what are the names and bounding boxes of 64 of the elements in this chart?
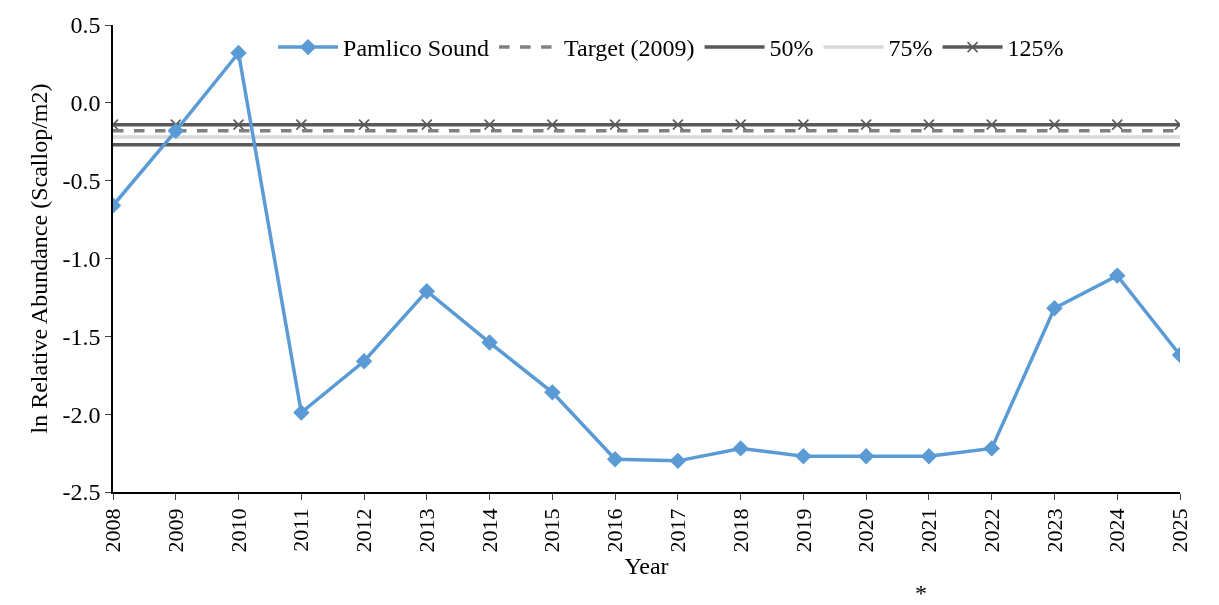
point (860, 118, 872, 131)
y-tick-label: -1.5 (62, 323, 101, 350)
point (358, 118, 370, 131)
x-tick-label: 2017 (665, 508, 691, 553)
point (356, 353, 372, 370)
point (483, 118, 496, 131)
y-axis-title: ln Relative Abundance (Scallop/m2) (26, 83, 53, 434)
y-tick-label: -2.5 (62, 479, 101, 506)
point (672, 118, 684, 131)
x-tick-label: 2018 (727, 508, 753, 553)
legend-label: 125% (1007, 35, 1064, 62)
point (983, 440, 1000, 457)
point (607, 451, 624, 468)
point (232, 118, 245, 131)
x-tick-label: 2016 (602, 508, 628, 553)
text: * (915, 580, 927, 605)
point (923, 118, 935, 131)
point (669, 452, 686, 469)
point (609, 118, 621, 131)
point (544, 384, 561, 401)
y-tick-label: 0.0 (70, 90, 101, 117)
legend-label: 75% (888, 35, 933, 62)
point (1048, 118, 1061, 131)
x-tick-label: 2009 (162, 508, 188, 553)
x-tick-label: 2023 (1041, 508, 1067, 553)
point (921, 448, 937, 465)
x-tick-label: 2020 (853, 508, 879, 553)
point (732, 440, 749, 457)
legend-label: 50% (769, 35, 814, 62)
point (1111, 118, 1123, 131)
point (481, 334, 498, 351)
x-tick-label: 2012 (351, 508, 377, 553)
x-tick-label: 2008 (100, 508, 126, 553)
x-tick-label: 2015 (539, 508, 565, 553)
point (795, 448, 812, 465)
x-tick-label: 2021 (916, 508, 942, 553)
x-tick-label: 2022 (978, 508, 1004, 553)
point (418, 283, 435, 300)
x-tick-label: 2025 (1167, 508, 1193, 553)
x-tick-label: 2010 (225, 508, 251, 553)
point (421, 118, 433, 131)
x-tick-label: 2013 (413, 508, 439, 553)
legend-label: Pamlico Sound (343, 35, 490, 62)
legend-label: Target (2009) (564, 35, 695, 62)
point (230, 45, 247, 61)
x-tick-label: 2011 (288, 508, 314, 552)
point (985, 118, 998, 131)
y-tick-label: 0.5 (70, 12, 101, 39)
point (295, 118, 308, 131)
y-tick-label: -1.0 (62, 245, 101, 272)
y-tick-label: -0.5 (62, 168, 101, 195)
x-axis-title: Year (624, 552, 669, 579)
point (1046, 300, 1063, 317)
point (858, 448, 875, 465)
point (1109, 267, 1126, 284)
point (546, 118, 559, 131)
x-tick-label: 2014 (476, 508, 502, 553)
x-tick-label: 2024 (1104, 508, 1130, 553)
point (734, 118, 747, 131)
point (167, 122, 184, 139)
x-tick-label: 2019 (790, 508, 816, 553)
point (797, 118, 810, 131)
y-tick-label: -2.0 (62, 401, 101, 428)
point (293, 404, 310, 421)
